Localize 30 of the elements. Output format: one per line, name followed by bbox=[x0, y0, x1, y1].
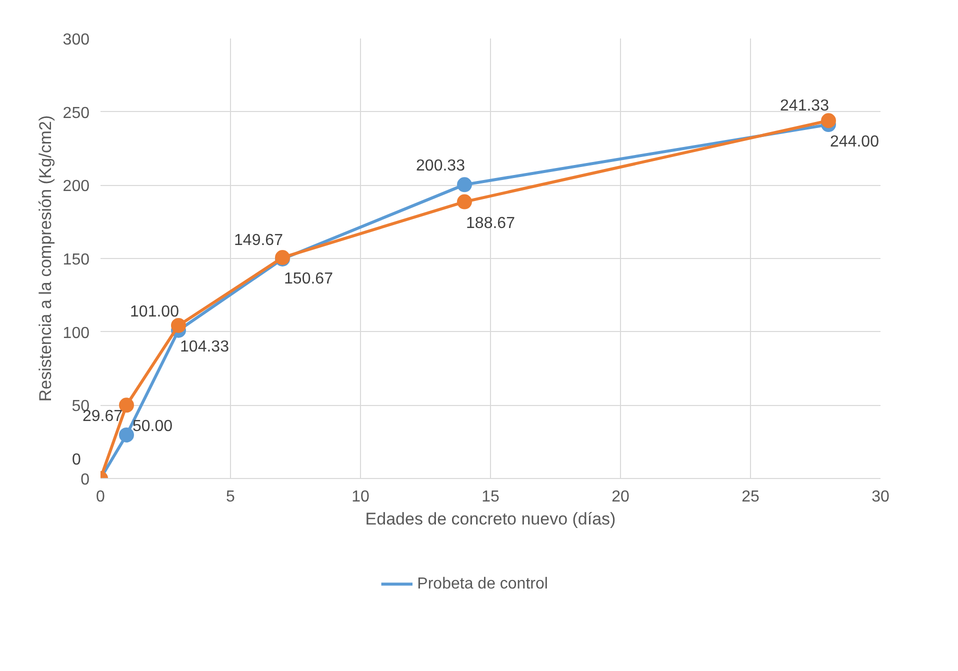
x-tick-label: 0 bbox=[96, 488, 106, 506]
y-tick-label: 100 bbox=[62, 324, 90, 342]
y-tick-label: 300 bbox=[62, 32, 90, 48]
y-tick-label: 250 bbox=[62, 104, 90, 122]
point bbox=[457, 194, 472, 210]
point bbox=[119, 428, 134, 442]
x-tick-label: 20 bbox=[612, 488, 630, 506]
data-label: 101.00 bbox=[130, 303, 180, 320]
y-tick-label: 0 bbox=[80, 472, 90, 488]
x-tick-label: 10 bbox=[352, 488, 370, 506]
x-tick-label: 25 bbox=[742, 488, 760, 506]
data-label: 188.67 bbox=[466, 214, 516, 232]
x-tick-label: 5 bbox=[226, 488, 236, 506]
legend-label: Probeta de control bbox=[417, 576, 548, 593]
y-tick-label: 150 bbox=[62, 252, 90, 268]
data-label: 149.67 bbox=[234, 232, 284, 249]
point bbox=[171, 318, 186, 333]
data-label: 241.33 bbox=[780, 98, 830, 115]
point bbox=[457, 177, 472, 192]
x-tick-label: 15 bbox=[482, 488, 500, 506]
x-axis-title: Edades de concreto nuevo (días) bbox=[365, 510, 616, 528]
data-label: 104.33 bbox=[180, 338, 230, 356]
point bbox=[821, 113, 836, 128]
y-tick-label: 200 bbox=[62, 178, 90, 196]
data-label: 50.00 bbox=[132, 418, 173, 436]
data-label: 200.33 bbox=[416, 158, 466, 175]
x-tick-label: 30 bbox=[872, 488, 890, 506]
data-label: 244.00 bbox=[830, 134, 880, 151]
data-label: 150.67 bbox=[284, 270, 334, 288]
y-axis-title: Resistencia a la compresión (Kg/cm2) bbox=[36, 115, 55, 402]
